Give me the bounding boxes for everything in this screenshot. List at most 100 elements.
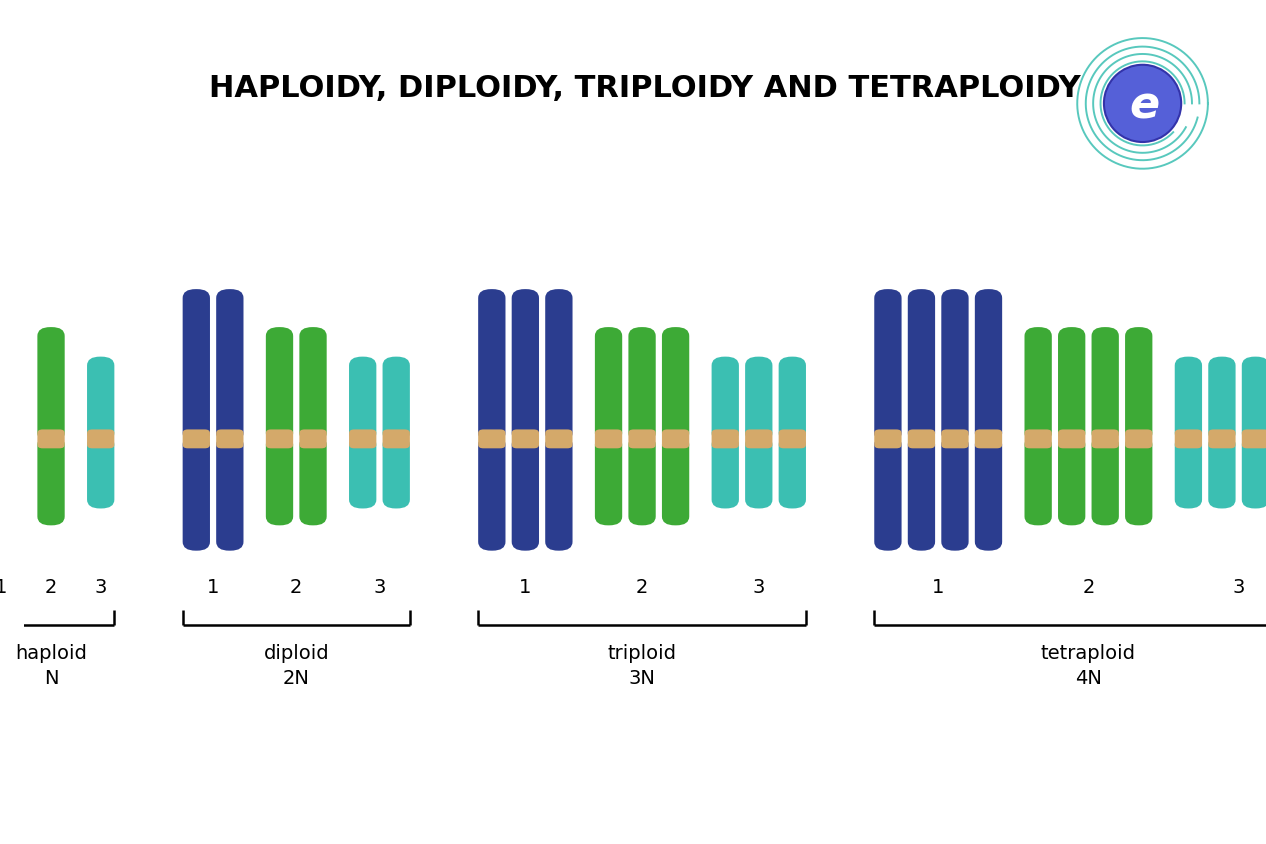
FancyBboxPatch shape [1175,430,1201,448]
FancyBboxPatch shape [908,436,936,550]
Text: 1: 1 [519,578,532,598]
FancyBboxPatch shape [628,327,656,441]
FancyBboxPatch shape [382,430,410,448]
Text: 2: 2 [44,578,57,598]
Text: 3: 3 [1233,578,1244,598]
FancyBboxPatch shape [595,327,622,441]
Text: 1: 1 [932,578,944,598]
Text: 2: 2 [636,578,648,598]
FancyBboxPatch shape [87,357,114,441]
FancyBboxPatch shape [1024,436,1052,525]
FancyBboxPatch shape [908,289,936,441]
FancyBboxPatch shape [1058,327,1085,441]
FancyBboxPatch shape [1242,430,1266,448]
FancyBboxPatch shape [1091,430,1119,448]
FancyBboxPatch shape [662,436,689,525]
FancyBboxPatch shape [628,436,656,525]
FancyBboxPatch shape [975,430,1003,448]
FancyBboxPatch shape [349,436,376,508]
FancyBboxPatch shape [216,436,243,550]
FancyBboxPatch shape [1208,357,1236,441]
FancyBboxPatch shape [1175,357,1201,441]
Text: triploid
3N: triploid 3N [608,644,676,688]
FancyBboxPatch shape [0,436,15,550]
FancyBboxPatch shape [511,430,539,448]
FancyBboxPatch shape [1058,430,1085,448]
FancyBboxPatch shape [216,289,243,441]
FancyBboxPatch shape [875,430,901,448]
FancyBboxPatch shape [38,327,65,441]
FancyBboxPatch shape [546,436,572,550]
Text: 2: 2 [290,578,303,598]
FancyBboxPatch shape [511,289,539,441]
FancyBboxPatch shape [216,430,243,448]
FancyBboxPatch shape [299,327,327,441]
FancyBboxPatch shape [546,430,572,448]
Text: HAPLOIDY, DIPLOIDY, TRIPLOIDY AND TETRAPLOIDY: HAPLOIDY, DIPLOIDY, TRIPLOIDY AND TETRAP… [209,74,1081,103]
FancyBboxPatch shape [975,436,1003,550]
FancyBboxPatch shape [546,289,572,441]
FancyBboxPatch shape [266,430,294,448]
FancyBboxPatch shape [0,289,15,441]
Text: tetraploid
4N: tetraploid 4N [1041,644,1136,688]
FancyBboxPatch shape [38,436,65,525]
FancyBboxPatch shape [182,436,210,550]
FancyBboxPatch shape [875,289,901,441]
FancyBboxPatch shape [942,436,968,550]
FancyBboxPatch shape [875,436,901,550]
FancyBboxPatch shape [182,430,210,448]
Text: e: e [1129,84,1160,127]
FancyBboxPatch shape [908,430,936,448]
FancyBboxPatch shape [746,430,772,448]
FancyBboxPatch shape [349,430,376,448]
Circle shape [1104,65,1181,142]
FancyBboxPatch shape [382,436,410,508]
FancyBboxPatch shape [349,357,376,441]
FancyBboxPatch shape [942,289,968,441]
FancyBboxPatch shape [1175,436,1201,508]
FancyBboxPatch shape [746,357,772,441]
FancyBboxPatch shape [1091,327,1119,441]
FancyBboxPatch shape [87,436,114,508]
FancyBboxPatch shape [628,430,656,448]
FancyBboxPatch shape [1208,436,1236,508]
FancyBboxPatch shape [299,430,327,448]
FancyBboxPatch shape [1058,436,1085,525]
FancyBboxPatch shape [1125,430,1152,448]
FancyBboxPatch shape [1125,327,1152,441]
Text: 3: 3 [373,578,386,598]
Text: 2: 2 [1082,578,1095,598]
FancyBboxPatch shape [87,430,114,448]
FancyBboxPatch shape [382,357,410,441]
FancyBboxPatch shape [266,327,294,441]
FancyBboxPatch shape [662,430,689,448]
FancyBboxPatch shape [779,436,806,508]
FancyBboxPatch shape [479,436,505,550]
FancyBboxPatch shape [975,289,1003,441]
FancyBboxPatch shape [266,436,294,525]
Text: haploid
N: haploid N [15,644,87,688]
FancyBboxPatch shape [38,430,65,448]
FancyBboxPatch shape [595,430,622,448]
FancyBboxPatch shape [779,357,806,441]
FancyBboxPatch shape [1208,430,1236,448]
FancyBboxPatch shape [0,430,15,448]
FancyBboxPatch shape [479,289,505,441]
FancyBboxPatch shape [299,436,327,525]
FancyBboxPatch shape [711,430,739,448]
FancyBboxPatch shape [1125,436,1152,525]
FancyBboxPatch shape [942,430,968,448]
Text: diploid
2N: diploid 2N [263,644,329,688]
FancyBboxPatch shape [1091,436,1119,525]
FancyBboxPatch shape [1242,357,1266,441]
FancyBboxPatch shape [711,357,739,441]
Text: 3: 3 [95,578,106,598]
FancyBboxPatch shape [1024,327,1052,441]
FancyBboxPatch shape [479,430,505,448]
Text: 1: 1 [0,578,8,598]
FancyBboxPatch shape [779,430,806,448]
Text: 1: 1 [206,578,219,598]
FancyBboxPatch shape [595,436,622,525]
FancyBboxPatch shape [746,436,772,508]
FancyBboxPatch shape [1024,430,1052,448]
